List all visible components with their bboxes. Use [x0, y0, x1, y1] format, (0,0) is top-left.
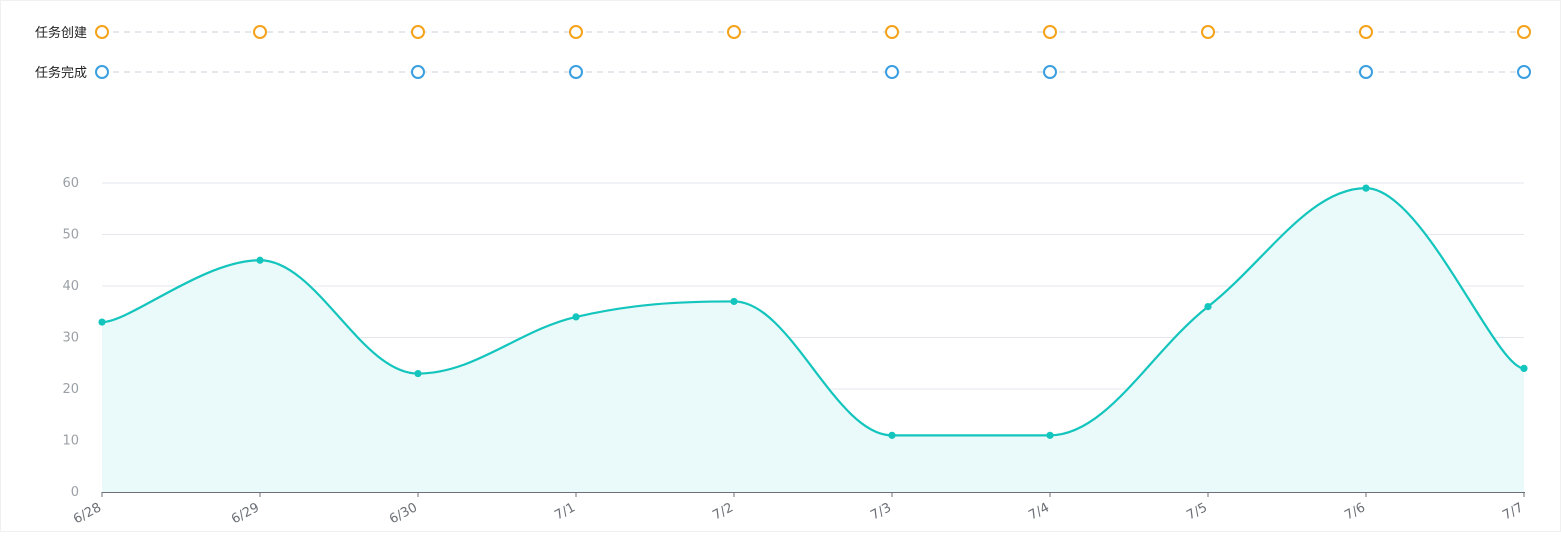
- points-layer: [98, 184, 1528, 439]
- timeline-row-label: 任务完成: [35, 65, 87, 81]
- x-tick-label: 6/29: [229, 500, 262, 527]
- timeline-marker[interactable]: [1043, 25, 1057, 39]
- y-tick-label: 30: [62, 331, 79, 346]
- y-tick-label: 0: [71, 485, 79, 500]
- data-point[interactable]: [1520, 364, 1528, 372]
- data-point[interactable]: [1204, 303, 1212, 311]
- timeline-marker[interactable]: [569, 25, 583, 39]
- timeline-marker[interactable]: [95, 25, 109, 39]
- timeline-row-label: 任务创建: [35, 25, 87, 41]
- timeline-marker[interactable]: [885, 25, 899, 39]
- y-tick-label: 40: [62, 279, 79, 294]
- timeline-marker[interactable]: [885, 65, 899, 79]
- timeline-marker[interactable]: [1043, 65, 1057, 79]
- x-tick-label: 7/5: [1184, 500, 1210, 523]
- y-tick-label: 50: [62, 228, 79, 243]
- timeline-marker[interactable]: [1359, 25, 1373, 39]
- x-tick-label: 6/30: [387, 500, 420, 527]
- x-tick-label: 7/6: [1342, 500, 1368, 523]
- line-layer: [101, 187, 1525, 437]
- timeline-marker[interactable]: [1517, 65, 1531, 79]
- data-point[interactable]: [730, 297, 738, 306]
- x-tick-label: 7/2: [710, 500, 736, 523]
- x-tick-label: 7/4: [1026, 500, 1052, 523]
- timeline-marker[interactable]: [411, 65, 425, 79]
- data-point[interactable]: [888, 431, 896, 439]
- data-point[interactable]: [98, 318, 106, 326]
- timeline-marker[interactable]: [1517, 25, 1531, 39]
- data-point[interactable]: [414, 369, 422, 378]
- y-tick-label: 60: [62, 176, 79, 191]
- x-tick-label: 7/7: [1500, 500, 1526, 523]
- x-tick-label: 6/28: [71, 500, 104, 527]
- data-point[interactable]: [256, 256, 264, 264]
- area-layer: [102, 188, 1524, 492]
- series-area: [102, 188, 1524, 492]
- timeline-marker[interactable]: [411, 25, 425, 39]
- x-tick-label: 7/3: [868, 500, 894, 523]
- data-point[interactable]: [572, 313, 580, 321]
- timeline-marker[interactable]: [1359, 65, 1373, 79]
- timeline-marker[interactable]: [1201, 25, 1215, 39]
- data-point[interactable]: [1046, 431, 1054, 439]
- data-point[interactable]: [1362, 184, 1370, 192]
- series-line: [101, 187, 1525, 437]
- timeline-marker[interactable]: [727, 25, 741, 39]
- x-tick-label: 7/1: [552, 500, 578, 523]
- timeline-marker[interactable]: [95, 65, 109, 79]
- timeline-marker[interactable]: [253, 25, 267, 39]
- timeline-marker[interactable]: [569, 65, 583, 79]
- y-tick-label: 20: [62, 382, 79, 397]
- y-tick-label: 10: [62, 434, 79, 449]
